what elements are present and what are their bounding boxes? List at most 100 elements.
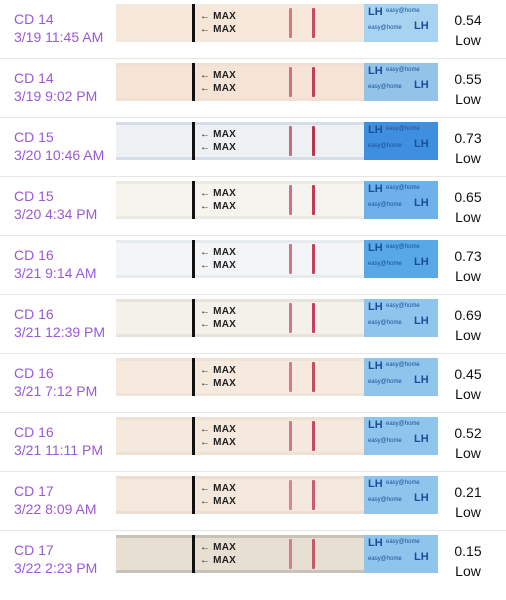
easyhome-logo-text: easy@home bbox=[368, 379, 402, 385]
lh-logo-text: LH bbox=[368, 478, 383, 490]
max-arrow-text: ← MAX bbox=[200, 378, 236, 389]
row-label: CD 14 3/19 11:45 AM bbox=[14, 10, 103, 46]
result-row[interactable]: CD 15 3/20 10:46 AM ← MAX ← MAX LH LH easy@hom… bbox=[0, 118, 506, 177]
lh-logo-text: LH bbox=[414, 492, 429, 504]
timestamp-text: 3/21 11:11 PM bbox=[14, 442, 103, 458]
cycle-day-text: CD 17 bbox=[14, 483, 54, 499]
result-row[interactable]: CD 16 3/21 7:12 PM ← MAX ← MAX LH LH easy@home… bbox=[0, 354, 506, 413]
max-arrow-text: ← MAX bbox=[200, 306, 236, 317]
level-text: Low bbox=[455, 91, 481, 107]
timestamp-text: 3/20 4:34 PM bbox=[14, 206, 98, 222]
test-strip-image: ← MAX ← MAX LH LH easy@home easy@home bbox=[116, 358, 438, 396]
strip-pad bbox=[116, 184, 376, 216]
timestamp-text: 3/19 11:45 AM bbox=[14, 29, 104, 45]
easyhome-logo-text: easy@home bbox=[368, 84, 402, 90]
test-strip-image: ← MAX ← MAX LH LH easy@home easy@home bbox=[116, 299, 438, 337]
result-row[interactable]: CD 16 3/21 9:14 AM ← MAX ← MAX LH LH easy@home… bbox=[0, 236, 506, 295]
lh-logo-text: LH bbox=[368, 537, 383, 549]
lh-logo-text: LH bbox=[414, 374, 429, 386]
control-line bbox=[312, 480, 315, 510]
lh-logo-text: LH bbox=[368, 419, 383, 431]
strip-pad bbox=[116, 479, 376, 511]
strip-pad bbox=[116, 302, 376, 334]
result-row[interactable]: CD 15 3/20 4:34 PM ← MAX ← MAX LH LH easy@home… bbox=[0, 177, 506, 236]
control-line bbox=[312, 362, 315, 392]
strip-pad bbox=[116, 420, 376, 452]
result-value: 0.73 Low bbox=[450, 246, 486, 286]
easyhome-logo-text: easy@home bbox=[368, 320, 402, 326]
level-text: Low bbox=[455, 445, 481, 461]
test-strip-image: ← MAX ← MAX LH LH easy@home easy@home bbox=[116, 240, 438, 278]
test-line bbox=[289, 480, 292, 510]
strip-pad bbox=[116, 7, 376, 39]
lh-ratio-text: 0.15 bbox=[454, 543, 482, 559]
level-text: Low bbox=[455, 268, 481, 284]
brand-logo-area: LH LH easy@home easy@home bbox=[364, 181, 438, 219]
control-line bbox=[312, 8, 315, 38]
result-value: 0.54 Low bbox=[450, 10, 486, 50]
row-label: CD 15 3/20 10:46 AM bbox=[14, 128, 104, 164]
easyhome-logo-text: easy@home bbox=[386, 244, 420, 250]
max-arrow-text: ← MAX bbox=[200, 437, 236, 448]
level-text: Low bbox=[455, 327, 481, 343]
result-value: 0.65 Low bbox=[450, 187, 486, 227]
result-row[interactable]: CD 17 3/22 2:23 PM ← MAX ← MAX LH LH easy@home… bbox=[0, 531, 506, 590]
max-arrow-text: ← MAX bbox=[200, 319, 236, 330]
strip-pad bbox=[116, 361, 376, 393]
cycle-day-text: CD 14 bbox=[14, 70, 54, 86]
test-line bbox=[289, 185, 292, 215]
strip-divider bbox=[192, 181, 195, 219]
brand-logo-area: LH LH easy@home easy@home bbox=[364, 4, 438, 42]
control-line bbox=[312, 539, 315, 569]
max-arrow-text: ← MAX bbox=[200, 129, 236, 140]
test-line bbox=[289, 126, 292, 156]
strip-pad bbox=[116, 66, 376, 98]
brand-logo-area: LH LH easy@home easy@home bbox=[364, 299, 438, 337]
strip-pad bbox=[116, 243, 376, 275]
result-value: 0.52 Low bbox=[450, 423, 486, 463]
result-row[interactable]: CD 14 3/19 11:45 AM ← MAX ← MAX LH LH easy@hom… bbox=[0, 0, 506, 59]
cycle-day-text: CD 17 bbox=[14, 542, 54, 558]
cycle-day-text: CD 16 bbox=[14, 424, 54, 440]
max-arrow-text: ← MAX bbox=[200, 24, 236, 35]
row-label: CD 16 3/21 12:39 PM bbox=[14, 305, 105, 341]
easyhome-logo-text: easy@home bbox=[368, 438, 402, 444]
max-arrow-text: ← MAX bbox=[200, 365, 236, 376]
lh-logo-text: LH bbox=[368, 124, 383, 136]
lh-ratio-text: 0.69 bbox=[454, 307, 482, 323]
easyhome-logo-text: easy@home bbox=[386, 303, 420, 309]
max-arrow-text: ← MAX bbox=[200, 70, 236, 81]
timestamp-text: 3/21 7:12 PM bbox=[14, 383, 98, 399]
test-strip-image: ← MAX ← MAX LH LH easy@home easy@home bbox=[116, 122, 438, 160]
cycle-day-text: CD 16 bbox=[14, 365, 54, 381]
result-value: 0.73 Low bbox=[450, 128, 486, 168]
result-row[interactable]: CD 17 3/22 8:09 AM ← MAX ← MAX LH LH easy@home… bbox=[0, 472, 506, 531]
control-line bbox=[312, 67, 315, 97]
result-value: 0.55 Low bbox=[450, 69, 486, 109]
max-arrow-text: ← MAX bbox=[200, 11, 236, 22]
lh-logo-text: LH bbox=[368, 242, 383, 254]
lh-ratio-text: 0.73 bbox=[454, 248, 482, 264]
result-row[interactable]: CD 14 3/19 9:02 PM ← MAX ← MAX LH LH easy@home… bbox=[0, 59, 506, 118]
test-line bbox=[289, 244, 292, 274]
cycle-day-text: CD 16 bbox=[14, 306, 54, 322]
result-row[interactable]: CD 16 3/21 12:39 PM ← MAX ← MAX LH LH easy@hom… bbox=[0, 295, 506, 354]
test-strip-image: ← MAX ← MAX LH LH easy@home easy@home bbox=[116, 476, 438, 514]
strip-divider bbox=[192, 240, 195, 278]
lh-ratio-text: 0.65 bbox=[454, 189, 482, 205]
lh-logo-text: LH bbox=[414, 433, 429, 445]
easyhome-logo-text: easy@home bbox=[386, 362, 420, 368]
strip-divider bbox=[192, 535, 195, 573]
test-line bbox=[289, 67, 292, 97]
test-strip-image: ← MAX ← MAX LH LH easy@home easy@home bbox=[116, 417, 438, 455]
max-arrow-text: ← MAX bbox=[200, 201, 236, 212]
lh-logo-text: LH bbox=[414, 315, 429, 327]
result-row[interactable]: CD 16 3/21 11:11 PM ← MAX ← MAX LH LH easy@hom… bbox=[0, 413, 506, 472]
cycle-day-text: CD 14 bbox=[14, 11, 54, 27]
row-label: CD 17 3/22 2:23 PM bbox=[14, 541, 97, 577]
lh-logo-text: LH bbox=[414, 20, 429, 32]
easyhome-logo-text: easy@home bbox=[386, 421, 420, 427]
max-arrow-text: ← MAX bbox=[200, 142, 236, 153]
control-line bbox=[312, 244, 315, 274]
easyhome-logo-text: easy@home bbox=[368, 25, 402, 31]
